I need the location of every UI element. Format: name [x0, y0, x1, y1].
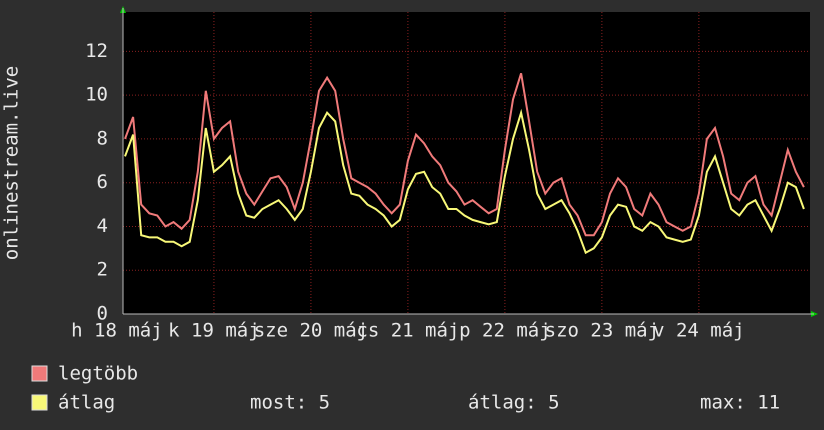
y-tick-label: 12	[85, 40, 108, 62]
axis-arrow	[811, 311, 818, 317]
y-tick-label: 2	[97, 259, 108, 281]
x-tick-label: h 18 máj	[71, 320, 163, 342]
legend-stat: most: 5	[250, 392, 330, 414]
x-tick-label: sze 20 máj	[254, 320, 368, 342]
legend-label: átlag	[58, 392, 115, 414]
x-tick-label: szo 23 máj	[545, 320, 659, 342]
y-axis-label: onlinestream.live	[1, 66, 23, 260]
series-line	[124, 108, 805, 255]
x-tick-label: v 24 máj	[653, 320, 745, 342]
y-tick-label: 0	[97, 303, 108, 325]
x-tick-label: k 19 máj	[168, 320, 260, 342]
x-tick-label: cs 21 máj	[356, 320, 459, 342]
x-tick-label: p 22 máj	[459, 320, 551, 342]
legend-swatch	[31, 365, 48, 382]
legend-label: legtöbb	[58, 363, 138, 385]
y-tick-label: 6	[97, 171, 108, 193]
legend-stat: max: 11	[700, 392, 780, 414]
series-line	[124, 73, 805, 237]
legend-swatch	[31, 394, 48, 411]
legend-stat: átlag: 5	[468, 392, 560, 414]
y-tick-label: 8	[97, 127, 108, 149]
y-tick-label: 4	[97, 215, 108, 237]
y-tick-label: 10	[85, 84, 108, 106]
plot-area	[123, 12, 810, 314]
